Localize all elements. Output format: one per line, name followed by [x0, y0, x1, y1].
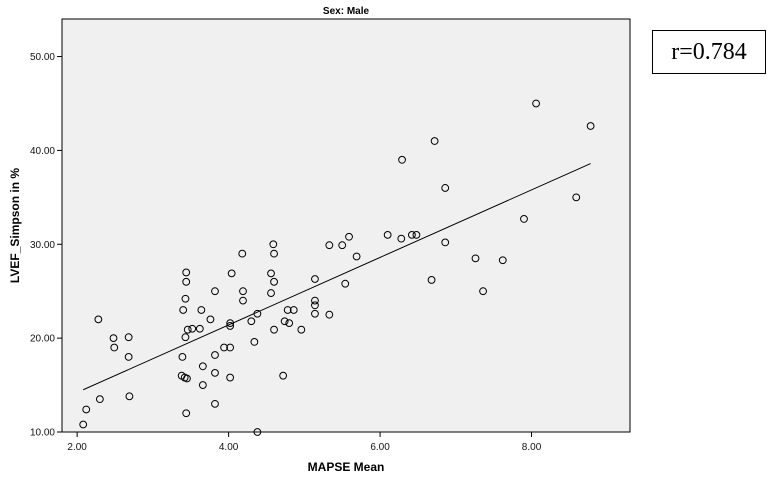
data-point — [211, 287, 219, 296]
data-point — [341, 279, 350, 288]
data-point — [206, 315, 215, 324]
data-point — [270, 277, 278, 286]
data-point — [182, 409, 191, 418]
data-point — [270, 325, 278, 334]
y-tick-label: 10.00 — [30, 428, 55, 439]
x-tick-label: 6.00 — [370, 442, 390, 453]
regression-line — [83, 163, 591, 391]
data-point — [270, 249, 278, 258]
data-point — [285, 319, 294, 328]
data-point — [383, 230, 392, 239]
data-point — [250, 337, 259, 346]
data-point — [125, 392, 134, 401]
data-points — [79, 99, 595, 436]
data-point — [345, 232, 353, 241]
data-point — [338, 241, 347, 250]
data-point — [179, 306, 188, 314]
data-point — [269, 240, 278, 249]
data-point — [226, 343, 235, 352]
data-point — [253, 428, 262, 436]
data-point — [279, 371, 288, 380]
x-axis: 2.00 4.00 6.00 8.00 — [67, 432, 542, 453]
data-point — [195, 324, 204, 333]
data-point — [181, 294, 190, 303]
data-point — [441, 184, 450, 192]
data-point — [178, 353, 187, 361]
data-point — [182, 277, 191, 286]
y-tick-label: 50.00 — [30, 52, 55, 63]
data-point — [109, 334, 118, 343]
data-point — [188, 324, 197, 333]
data-point — [124, 353, 133, 361]
data-point — [82, 405, 91, 414]
data-point — [498, 256, 507, 265]
plot-area — [61, 18, 631, 433]
x-tick-label: 4.00 — [219, 442, 239, 453]
data-point — [267, 289, 275, 297]
data-point — [211, 351, 219, 359]
data-point — [532, 99, 540, 108]
data-point — [220, 343, 228, 352]
data-point — [280, 317, 289, 326]
data-point — [430, 137, 439, 145]
data-point — [441, 238, 450, 247]
data-point — [183, 325, 192, 334]
data-point — [398, 155, 406, 164]
data-point — [95, 395, 104, 404]
data-point — [247, 317, 256, 326]
data-point — [181, 333, 190, 342]
data-point — [239, 296, 247, 305]
data-point — [183, 374, 191, 383]
data-point — [325, 310, 334, 319]
correlation-annotation: r=0.784 — [652, 30, 766, 74]
data-point — [479, 287, 487, 296]
data-point — [198, 362, 207, 371]
data-point — [124, 333, 133, 342]
y-tick-label: 30.00 — [30, 240, 55, 251]
data-point — [182, 268, 191, 277]
y-tick-label: 20.00 — [30, 334, 55, 345]
data-point — [197, 306, 206, 314]
data-point — [211, 399, 219, 408]
data-point — [226, 373, 235, 382]
data-point — [586, 122, 595, 130]
data-point — [267, 269, 275, 278]
data-point — [412, 230, 421, 239]
data-point — [110, 343, 119, 352]
data-point — [397, 234, 406, 243]
data-point — [297, 325, 306, 334]
data-point — [572, 193, 581, 202]
data-point — [311, 301, 319, 310]
x-tick-label: 2.00 — [67, 442, 87, 453]
data-point — [94, 315, 103, 324]
data-point — [283, 306, 292, 314]
data-point — [407, 230, 416, 239]
data-point — [311, 309, 319, 318]
data-point — [238, 249, 247, 258]
data-point — [239, 287, 247, 296]
x-axis-label: MAPSE Mean — [308, 460, 385, 474]
data-point — [227, 269, 236, 278]
data-point — [325, 241, 334, 250]
data-point — [427, 276, 436, 284]
data-point — [311, 296, 319, 305]
data-point — [311, 275, 319, 283]
chart-title: Sex: Male — [323, 6, 370, 17]
y-tick-label: 40.00 — [30, 146, 55, 157]
x-tick-label: 8.00 — [522, 442, 542, 453]
data-point — [198, 381, 207, 389]
data-point — [289, 306, 298, 314]
data-point — [520, 215, 528, 223]
y-axis: 10.00 20.00 30.00 40.00 50.00 — [30, 52, 62, 439]
data-point — [471, 254, 480, 263]
y-axis-label: LVEF_Simpson in % — [8, 168, 22, 283]
data-point — [79, 420, 88, 429]
data-point — [211, 368, 219, 377]
data-point — [352, 252, 361, 261]
